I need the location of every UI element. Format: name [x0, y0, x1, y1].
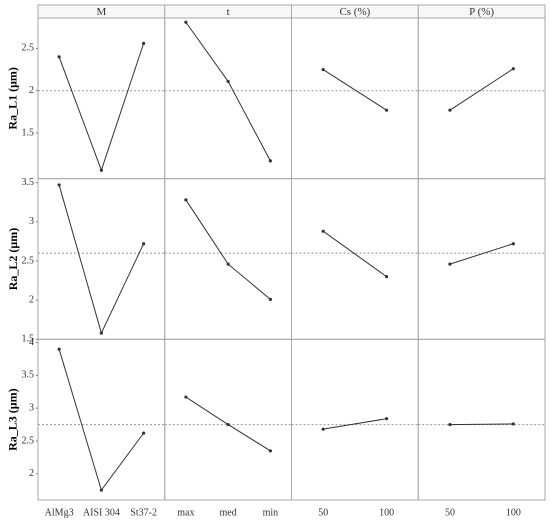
point — [321, 229, 325, 233]
point — [184, 198, 188, 202]
y-tick-label: 2 — [29, 468, 34, 479]
panel — [37, 338, 166, 501]
point — [384, 417, 389, 421]
y-tick-label: 2.5 — [22, 43, 35, 54]
y-tick-label: 3.5 — [22, 370, 35, 381]
point — [99, 331, 103, 335]
x-tick-label: AlMg3 — [45, 507, 74, 518]
point — [448, 108, 452, 112]
panel — [417, 178, 546, 340]
y-axis-label: Ra_L1 (μm) — [6, 67, 20, 129]
panel — [164, 338, 292, 501]
y-tick-label: 2.5 — [22, 255, 35, 266]
x-tick-label: max — [177, 507, 194, 518]
point — [511, 67, 515, 71]
column-title: P (%) — [469, 6, 494, 18]
y-tick-label: 2 — [29, 85, 34, 96]
y-tick-label: 4 — [29, 337, 34, 348]
point — [99, 488, 103, 492]
panel — [291, 178, 419, 340]
y-tick-label: 3.5 — [22, 177, 35, 188]
panel — [37, 178, 166, 340]
x-tick-label: min — [263, 507, 279, 518]
x-tick-label: 100 — [506, 507, 521, 518]
column-title: M — [96, 6, 106, 18]
point — [511, 242, 515, 246]
point — [268, 159, 272, 163]
point — [57, 55, 61, 59]
point — [99, 168, 103, 172]
panel — [164, 17, 292, 180]
point — [184, 395, 188, 399]
line — [449, 423, 514, 426]
panel — [417, 338, 546, 501]
point — [448, 422, 452, 427]
x-tick-label: AISI 304 — [83, 507, 120, 518]
panel — [291, 338, 419, 501]
point — [184, 20, 188, 24]
line — [58, 349, 145, 492]
x-tick-label: med — [220, 507, 237, 518]
point — [321, 67, 325, 72]
x-tick-label: 50 — [445, 507, 455, 518]
point — [448, 262, 452, 266]
point — [226, 79, 230, 84]
line — [449, 243, 514, 265]
point — [511, 422, 515, 426]
line — [185, 21, 271, 162]
point — [321, 427, 325, 431]
line — [323, 418, 387, 430]
panel — [417, 17, 546, 180]
point — [384, 275, 389, 279]
point — [268, 449, 272, 453]
column-title: Cs (%) — [339, 6, 370, 18]
panel — [37, 17, 166, 180]
line — [322, 230, 387, 278]
point — [142, 431, 146, 435]
y-tick-label: 3 — [29, 216, 34, 227]
y-axis-label: Ra_L3 (μm) — [6, 388, 20, 450]
y-tick-label: 1.5 — [22, 334, 35, 345]
point — [226, 262, 230, 266]
panel — [291, 17, 419, 180]
y-tick-label: 1.5 — [22, 127, 35, 138]
y-axis-label: Ra_L2 (μm) — [6, 228, 20, 290]
panel — [164, 178, 292, 340]
point — [142, 41, 146, 45]
x-tick-label: 100 — [379, 507, 394, 518]
point — [57, 183, 61, 187]
y-tick-label: 2 — [29, 294, 34, 305]
y-tick-label: 3 — [29, 402, 34, 413]
line — [58, 184, 145, 335]
point — [142, 242, 146, 246]
line — [322, 69, 387, 111]
point — [57, 347, 61, 351]
line — [449, 68, 514, 111]
column-title: t — [227, 6, 230, 18]
line — [185, 199, 271, 300]
line — [58, 43, 145, 172]
point — [268, 297, 272, 301]
y-tick-label: 2.5 — [22, 435, 35, 446]
x-tick-label: 50 — [318, 507, 328, 518]
x-tick-label: St37-2 — [130, 507, 157, 518]
point — [384, 108, 389, 112]
point — [226, 422, 230, 427]
